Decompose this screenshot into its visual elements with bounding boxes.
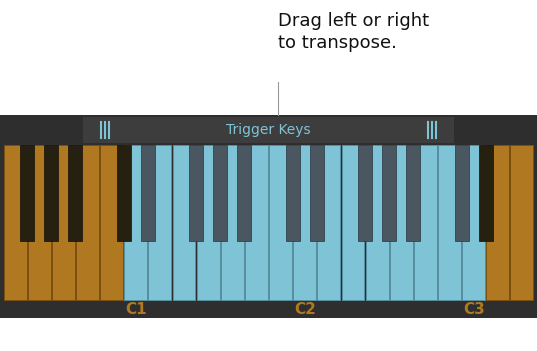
Bar [100, 145, 123, 300]
Bar [455, 145, 469, 241]
Bar [148, 145, 171, 300]
Bar [487, 145, 509, 300]
Bar [438, 145, 461, 300]
Text: C3: C3 [463, 303, 484, 318]
Bar [245, 145, 268, 300]
Bar [68, 145, 82, 241]
Bar [44, 145, 59, 241]
Bar [124, 145, 147, 300]
Bar [478, 145, 493, 241]
Bar [20, 145, 34, 241]
Bar [462, 145, 485, 300]
Bar [269, 145, 292, 300]
Text: Trigger Keys: Trigger Keys [226, 123, 311, 137]
Bar [382, 145, 396, 241]
Bar [237, 145, 251, 241]
Text: Drag left or right
to transpose.: Drag left or right to transpose. [278, 12, 429, 52]
Bar [141, 145, 155, 241]
Bar [83, 117, 454, 143]
Bar [407, 145, 420, 241]
Bar [511, 145, 533, 300]
Bar [317, 145, 340, 300]
Bar [172, 145, 195, 300]
Text: C1: C1 [125, 303, 147, 318]
Bar [4, 145, 26, 300]
Bar [414, 145, 437, 300]
Bar [52, 145, 75, 300]
Bar [189, 145, 203, 241]
Bar [221, 145, 244, 300]
Bar [342, 145, 365, 300]
Bar [28, 145, 50, 300]
Bar [310, 145, 324, 241]
Bar [117, 145, 130, 241]
Bar [76, 145, 99, 300]
Bar [213, 145, 227, 241]
Bar [293, 145, 316, 300]
Bar [390, 145, 413, 300]
Bar [358, 145, 372, 241]
Bar [366, 145, 389, 300]
Text: C2: C2 [294, 303, 316, 318]
Bar [0, 115, 537, 318]
Bar [286, 145, 300, 241]
Bar [197, 145, 220, 300]
